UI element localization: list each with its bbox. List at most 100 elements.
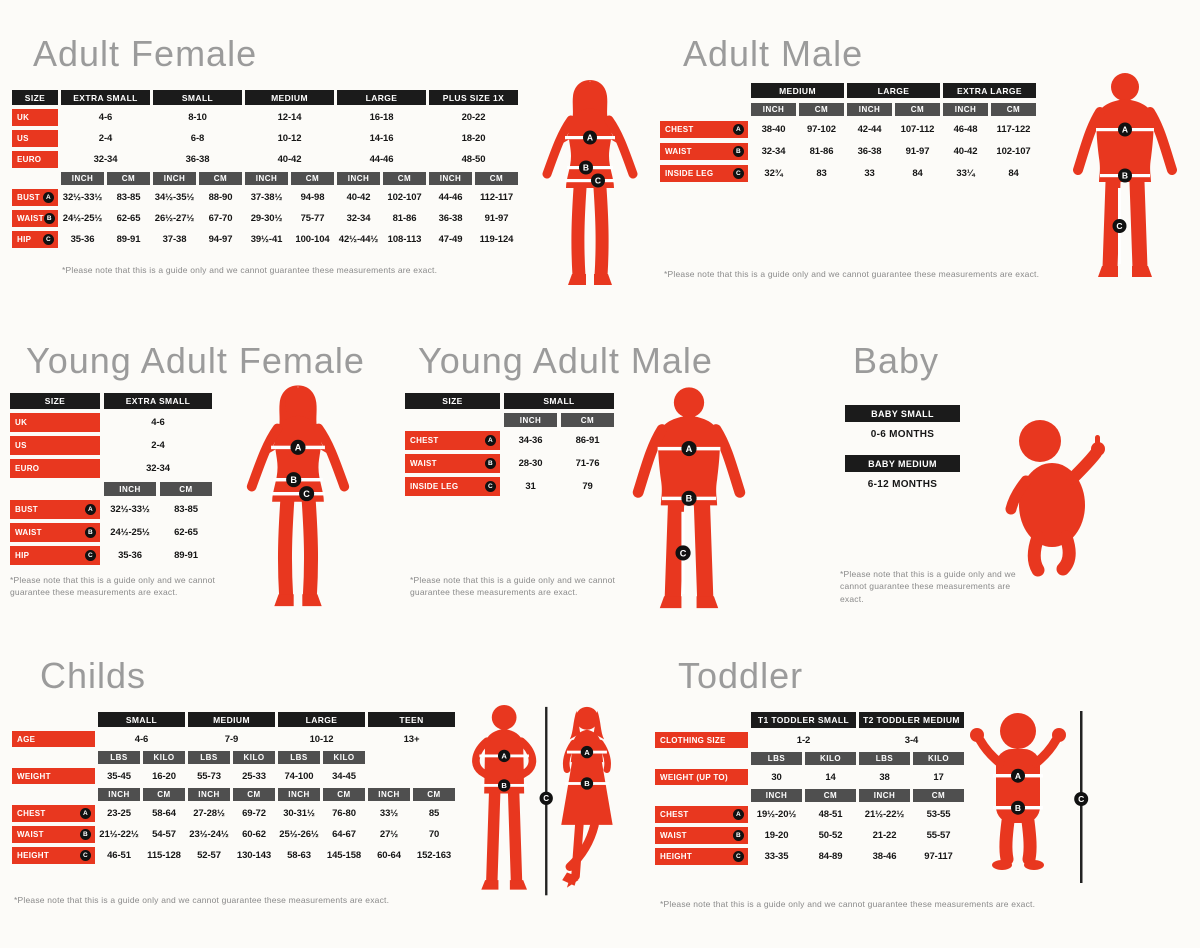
- row-label-euro: EURO: [12, 151, 58, 168]
- spacer-cell: [12, 751, 95, 764]
- unit-header: CM: [291, 172, 334, 185]
- measure-cell: 44-46: [438, 192, 463, 203]
- young-adult-male-figure: [618, 382, 760, 620]
- row-label-text: WAIST: [665, 147, 692, 156]
- weight-cell: 17: [933, 771, 944, 783]
- row-label-bust: BUST A: [10, 500, 100, 519]
- unit-header: CM: [323, 788, 365, 801]
- measure-cell: 32½-33½: [110, 504, 150, 515]
- weight-cell: 38: [879, 771, 890, 783]
- childs-figures: [468, 703, 625, 903]
- row-label-height: HEIGHT C: [12, 847, 95, 864]
- row-label-text: BUST: [15, 505, 38, 514]
- row-label-waist: WAIST B: [12, 210, 58, 227]
- row-label-euro: EURO: [10, 459, 100, 478]
- measure-cell: 71-76: [575, 458, 600, 469]
- row-label-text: WAIST: [17, 214, 44, 223]
- measure-cell: 19-20: [764, 830, 789, 841]
- measure-cell: 58-64: [152, 808, 176, 819]
- measure-cell: 32½-33½: [62, 192, 103, 203]
- marker-b-badge: B: [733, 146, 744, 157]
- measure-cell: 89-91: [116, 234, 141, 245]
- measure-cell: 27½: [379, 829, 399, 840]
- size-column-header: MEDIUM: [188, 712, 275, 727]
- row-label-clothing-size: CLOTHING SIZE: [655, 732, 748, 748]
- baby-medium-header: BABY MEDIUM: [845, 455, 960, 472]
- weight-unit-header: KILO: [805, 752, 856, 765]
- marker-b-badge: B: [80, 829, 91, 840]
- measure-cell: 97-102: [807, 124, 836, 135]
- measure-cell: 21½-22½: [99, 829, 139, 840]
- measure-cell: 83: [816, 168, 827, 179]
- size-cell: 4-6: [151, 417, 165, 428]
- measure-cell: 34-36: [518, 435, 543, 446]
- measure-cell: 40-42: [346, 192, 371, 203]
- size-cell: 16-18: [369, 112, 394, 123]
- age-cell: 13+: [403, 733, 420, 745]
- size-column-header: LARGE: [337, 90, 426, 105]
- unit-header: INCH: [188, 788, 230, 801]
- measure-cell: 52-57: [197, 850, 221, 861]
- measure-cell: 33-35: [764, 851, 789, 862]
- measure-cell: 31: [525, 481, 536, 492]
- weight-unit-header: KILO: [143, 751, 185, 764]
- measure-cell: 38-40: [761, 124, 786, 135]
- measure-cell: 83-85: [116, 192, 141, 203]
- unit-header: INCH: [98, 788, 140, 801]
- weight-cell: 34-45: [332, 770, 356, 782]
- unit-header: CM: [233, 788, 275, 801]
- measure-cell: 54-57: [152, 829, 176, 840]
- measure-cell: 89-91: [174, 550, 198, 561]
- marker-a-badge: A: [485, 435, 496, 446]
- measure-cell: 53-55: [926, 809, 951, 820]
- unit-header: CM: [143, 788, 185, 801]
- adult-female-table: SIZE EXTRA SMALL SMALL MEDIUM LARGE PLUS SIZ…: [12, 90, 518, 248]
- spacer-cell: [413, 768, 455, 784]
- adult-male-note: *Please note that this is a guide only a…: [664, 269, 1040, 279]
- measure-cell: 25½-26½: [279, 829, 319, 840]
- size-cell: 12-14: [277, 112, 302, 123]
- measure-cell: 119-124: [479, 234, 514, 245]
- measure-cell: 48-51: [818, 809, 843, 820]
- row-label-text: WAIST: [410, 459, 437, 468]
- unit-header: INCH: [847, 103, 892, 116]
- measure-cell: 62-65: [116, 213, 141, 224]
- young-adult-male-title: Young Adult Male: [418, 340, 713, 381]
- weight-unit-header: LBS: [751, 752, 802, 765]
- row-label-text: HEIGHT: [17, 851, 50, 860]
- size-cell: 18-20: [461, 133, 486, 144]
- toddler-figure: [960, 707, 1095, 892]
- toddler-title: Toddler: [678, 655, 804, 696]
- measure-cell: 76-80: [332, 808, 356, 819]
- measure-cell: 152-163: [416, 850, 452, 861]
- marker-c-badge: C: [80, 850, 91, 861]
- childs-title: Childs: [40, 655, 147, 696]
- baby-small-value: 0-6 MONTHS: [870, 428, 935, 440]
- spacer-cell: [655, 789, 748, 802]
- row-label-age: AGE: [12, 731, 95, 747]
- unit-header: INCH: [429, 172, 472, 185]
- young-adult-male-note: *Please note that this is a guide only a…: [410, 575, 616, 598]
- row-label-weight-up-to: WEIGHT (UP TO): [655, 769, 748, 785]
- toddler-note: *Please note that this is a guide only a…: [660, 899, 1036, 909]
- weight-cell: 74-100: [284, 770, 314, 782]
- measure-cell: 81-86: [809, 146, 834, 157]
- spacer-cell: [10, 482, 100, 496]
- adult-female-figure: [525, 78, 655, 293]
- size-column-header: LARGE: [278, 712, 365, 727]
- baby-figure: [1000, 413, 1110, 578]
- unit-header: CM: [475, 172, 518, 185]
- row-label-waist: WAIST B: [10, 523, 100, 542]
- row-label-text: UK: [15, 418, 28, 427]
- measure-cell: 70: [428, 829, 440, 840]
- age-cell: 4-6: [134, 733, 149, 745]
- unit-header: CM: [991, 103, 1036, 116]
- marker-a-badge: A: [733, 124, 744, 135]
- measure-cell: 36-38: [857, 146, 882, 157]
- unit-header: INCH: [504, 413, 557, 427]
- unit-header: INCH: [61, 172, 104, 185]
- measure-cell: 102-107: [996, 146, 1031, 157]
- adult-female-note: *Please note that this is a guide only a…: [62, 265, 438, 275]
- unit-header: INCH: [104, 482, 156, 496]
- weight-cell: 55-73: [197, 770, 221, 782]
